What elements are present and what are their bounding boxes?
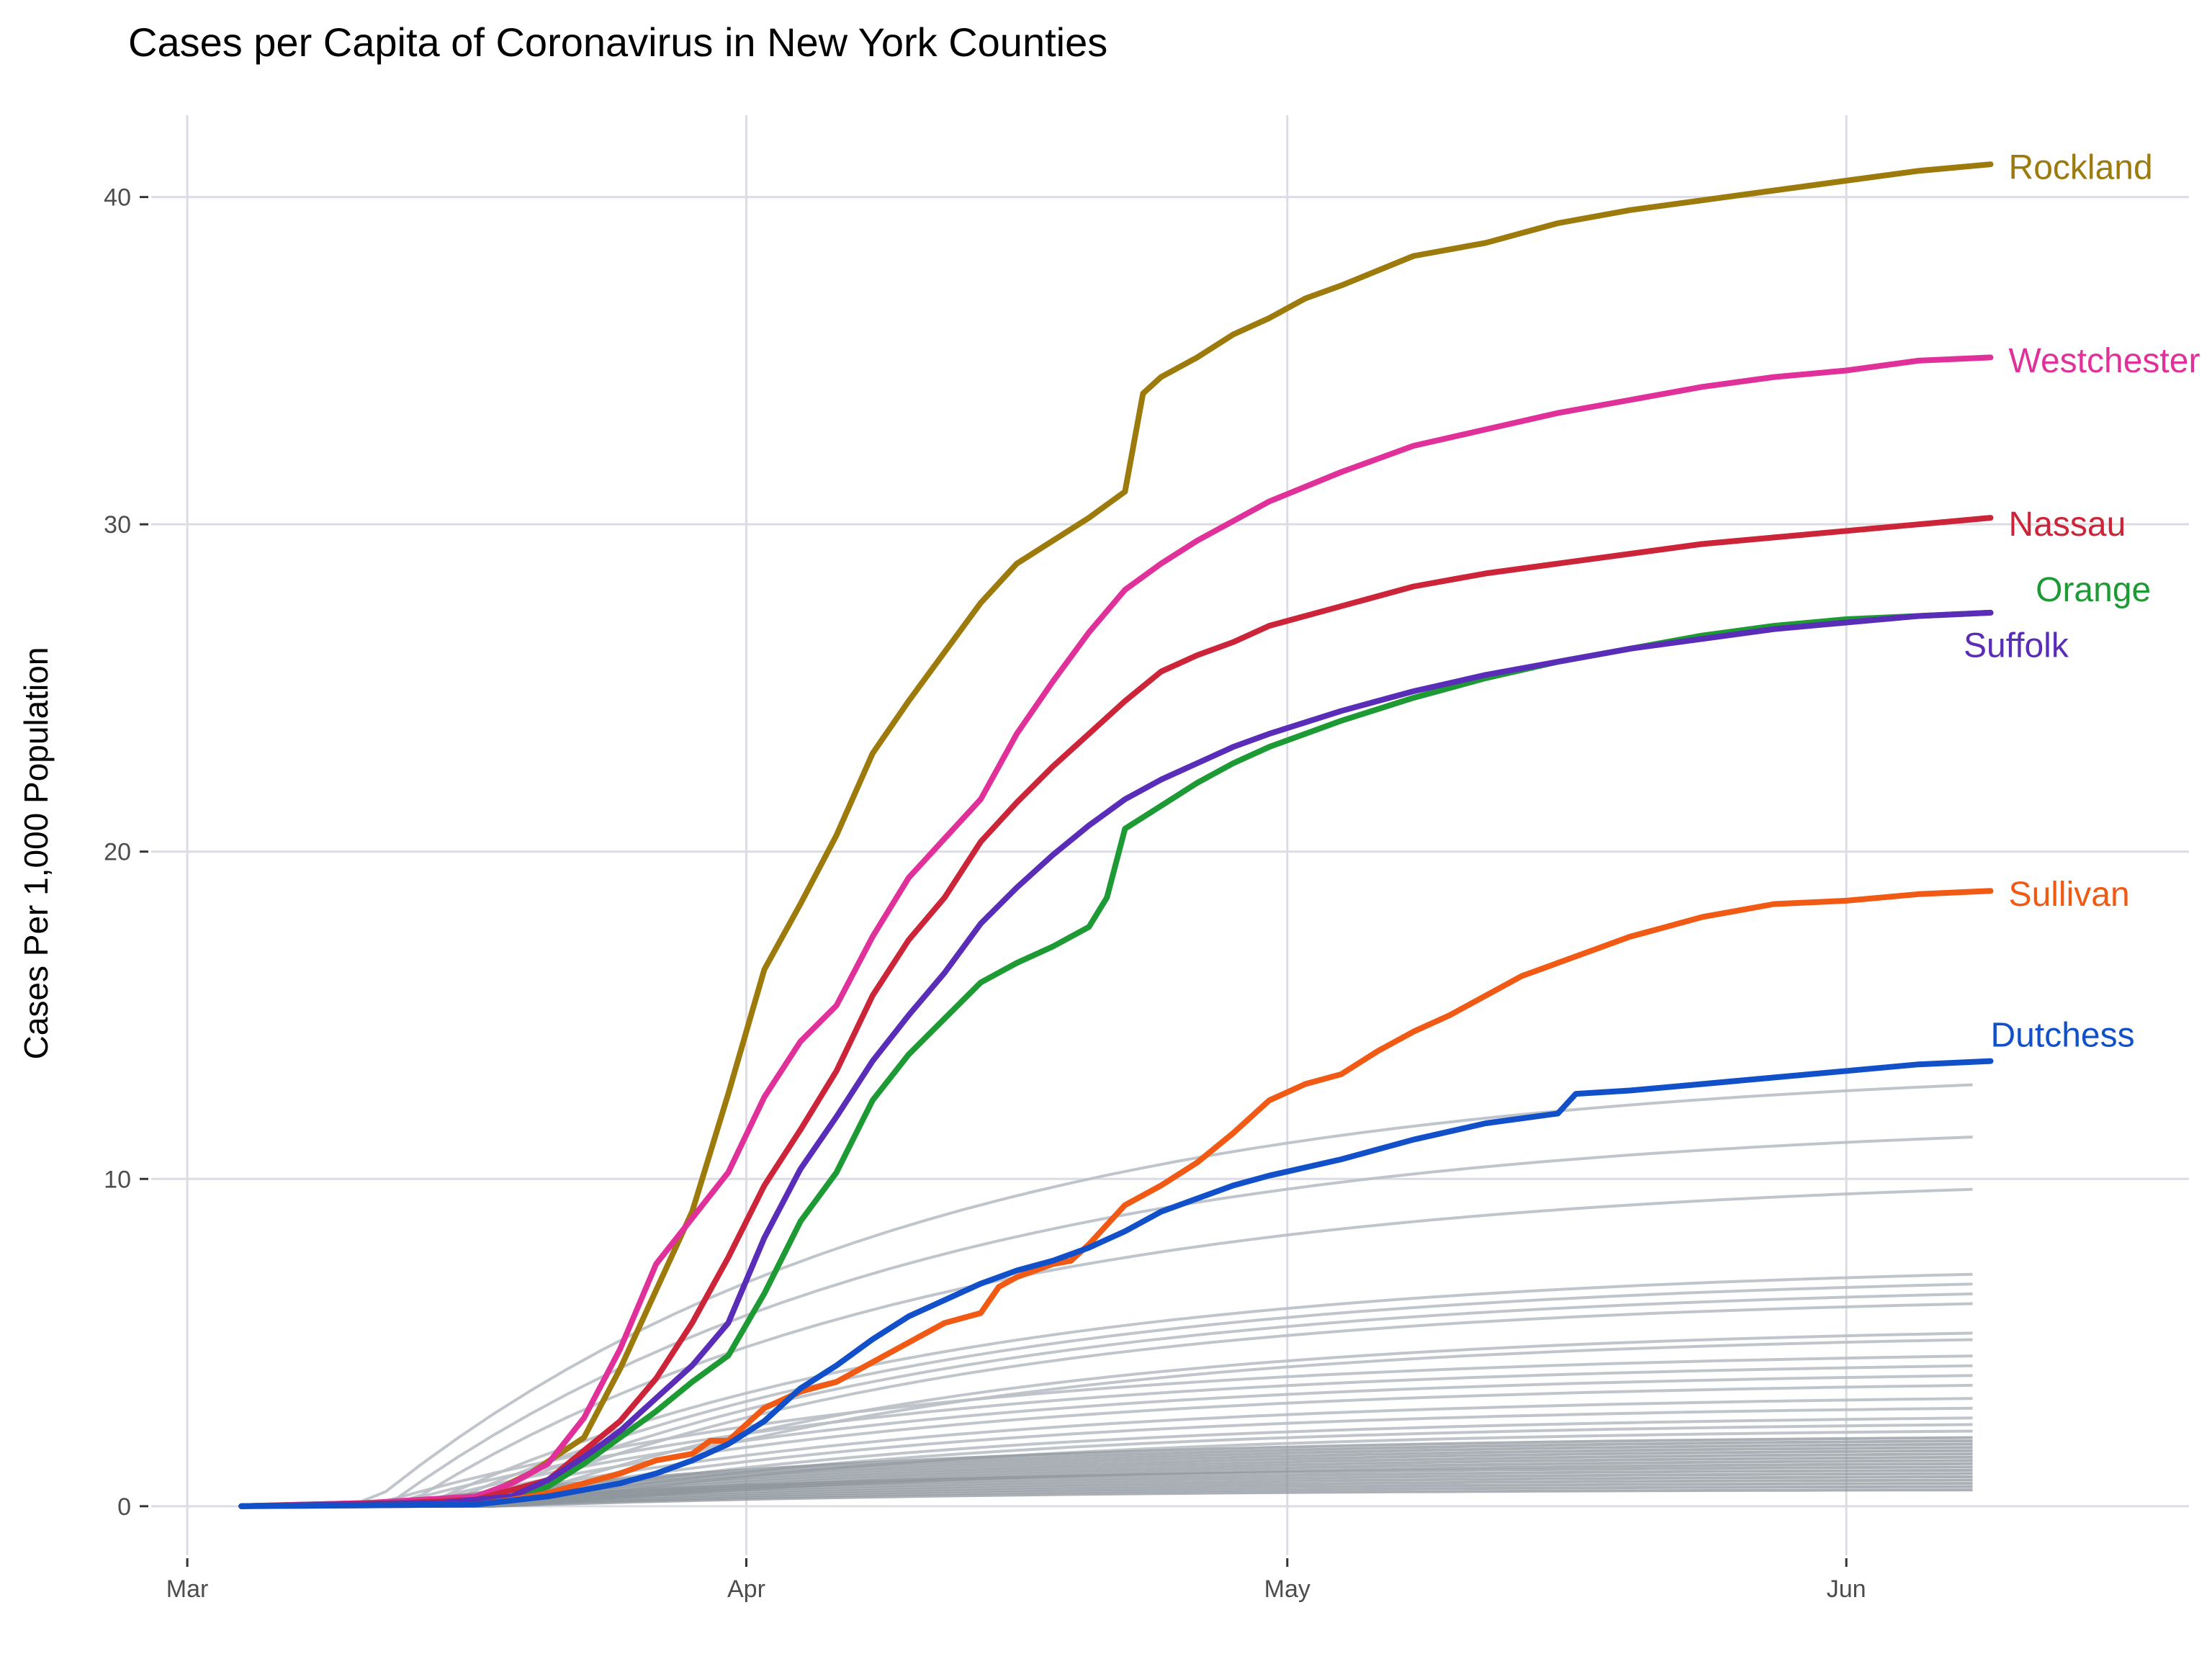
x-tick-label: May bbox=[1264, 1575, 1310, 1603]
x-tick-label: Jun bbox=[1827, 1575, 1866, 1603]
series-label-orange: Orange bbox=[2036, 571, 2151, 609]
series-label-sullivan: Sullivan bbox=[2009, 876, 2130, 914]
axes: 0 10 20 30 40 Mar Apr May Jun bbox=[104, 184, 1866, 1603]
other-county-line bbox=[241, 1488, 1973, 1508]
other-county-line bbox=[241, 1187, 1973, 1508]
series-line-westchester bbox=[238, 354, 1994, 1509]
series-label-dutchess: Dutchess bbox=[1991, 1016, 2135, 1054]
series-line-sullivan bbox=[238, 888, 1994, 1509]
x-tick-label: Apr bbox=[727, 1575, 765, 1603]
series-line-suffolk bbox=[238, 609, 1994, 1509]
y-tick-label: 0 bbox=[117, 1493, 131, 1521]
other-county-line bbox=[241, 1374, 1973, 1508]
x-tick-label: Mar bbox=[166, 1575, 209, 1603]
y-tick-label: 40 bbox=[104, 184, 131, 212]
gridlines bbox=[151, 115, 2189, 1555]
chart-title: Cases per Capita of Coronavirus in New Y… bbox=[128, 19, 1107, 65]
series-label-nassau: Nassau bbox=[2009, 505, 2126, 544]
other-county-line bbox=[241, 1272, 1973, 1508]
other-county-line bbox=[241, 1083, 1973, 1508]
y-axis-title: Cases Per 1,000 Population bbox=[17, 647, 55, 1060]
other-county-line bbox=[241, 1354, 1973, 1508]
series-line-rockland bbox=[238, 161, 1994, 1509]
series-label-westchester: Westchester bbox=[2009, 342, 2200, 380]
other-county-line bbox=[241, 1282, 1973, 1508]
y-tick-label: 30 bbox=[104, 511, 131, 539]
series-line-orange bbox=[238, 609, 1994, 1509]
y-tick-label: 10 bbox=[104, 1166, 131, 1193]
series-label-rockland: Rockland bbox=[2009, 149, 2153, 187]
highlighted-county-lines bbox=[238, 161, 1994, 1509]
series-labels: Rockland Westchester Nassau Orange Suffolk Su… bbox=[1964, 149, 2200, 1055]
series-line-nassau bbox=[238, 515, 1994, 1509]
series-line-dutchess bbox=[238, 1058, 1994, 1509]
other-county-line bbox=[241, 1136, 1973, 1508]
series-label-suffolk: Suffolk bbox=[1964, 626, 2069, 665]
other-county-lines bbox=[241, 1083, 1973, 1508]
y-tick-label: 20 bbox=[104, 839, 131, 866]
